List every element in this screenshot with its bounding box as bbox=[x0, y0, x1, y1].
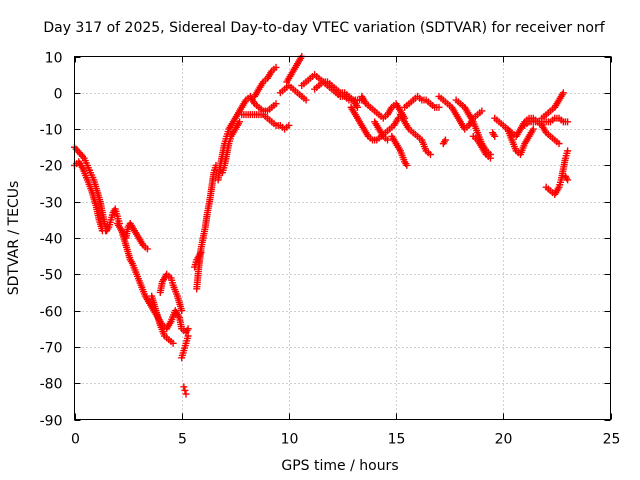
y-tick-labels: -90 -80 -70 -60 -50 -40 -30 -20 -10 0 10 bbox=[40, 51, 63, 430]
data-point bbox=[435, 103, 443, 111]
y-tick-label: -50 bbox=[40, 268, 63, 284]
x-tick-label: 20 bbox=[495, 432, 513, 448]
data-point bbox=[564, 147, 572, 155]
data-point bbox=[181, 386, 189, 394]
x-tick-label: 25 bbox=[603, 432, 621, 448]
data-point bbox=[486, 154, 494, 162]
data-point bbox=[236, 118, 244, 126]
y-tick-label: -80 bbox=[40, 377, 63, 393]
axis-ticks bbox=[74, 56, 612, 421]
data-point bbox=[403, 161, 411, 169]
y-tick-label: 0 bbox=[54, 87, 63, 103]
x-axis-label: GPS time / hours bbox=[281, 458, 398, 474]
y-axis-label: SDTVAR / TECUs bbox=[6, 181, 22, 296]
y-tick-label: -40 bbox=[40, 232, 63, 248]
y-tick-label: -90 bbox=[40, 414, 63, 430]
x-tick-label: 15 bbox=[388, 432, 406, 448]
y-tick-label: -60 bbox=[40, 305, 63, 321]
data-point bbox=[529, 125, 537, 133]
data-point bbox=[491, 132, 499, 140]
x-tick-labels: 0 5 10 15 20 25 bbox=[71, 432, 620, 448]
data-point bbox=[180, 383, 188, 391]
data-point bbox=[272, 63, 280, 71]
y-tick-label: 10 bbox=[45, 51, 63, 67]
y-tick-label: -20 bbox=[40, 159, 63, 175]
data-point bbox=[143, 245, 151, 253]
y-tick-label: -30 bbox=[40, 196, 63, 212]
data-point bbox=[182, 390, 190, 398]
data-point bbox=[178, 307, 186, 315]
data-point bbox=[285, 121, 293, 129]
data-points bbox=[71, 53, 572, 398]
x-tick-label: 5 bbox=[178, 432, 187, 448]
data-point bbox=[478, 107, 486, 115]
x-tick-label: 0 bbox=[71, 432, 80, 448]
y-tick-label: -70 bbox=[40, 341, 63, 357]
plot-frame bbox=[74, 56, 611, 420]
data-point bbox=[564, 118, 572, 126]
data-point bbox=[354, 103, 362, 111]
data-point bbox=[559, 89, 567, 97]
chart-title: Day 317 of 2025, Sidereal Day-to-day VTE… bbox=[43, 20, 605, 36]
data-point bbox=[555, 140, 563, 148]
data-point bbox=[197, 249, 205, 257]
data-point bbox=[564, 176, 572, 184]
x-tick-label: 10 bbox=[281, 432, 299, 448]
data-point bbox=[441, 136, 449, 144]
data-point bbox=[302, 96, 310, 104]
data-point bbox=[426, 151, 434, 159]
data-point bbox=[169, 339, 177, 347]
data-point bbox=[102, 227, 110, 235]
data-point bbox=[384, 136, 392, 144]
data-point bbox=[184, 325, 192, 333]
data-point bbox=[184, 332, 192, 340]
data-point bbox=[272, 100, 280, 108]
y-tick-label: -10 bbox=[40, 123, 63, 139]
